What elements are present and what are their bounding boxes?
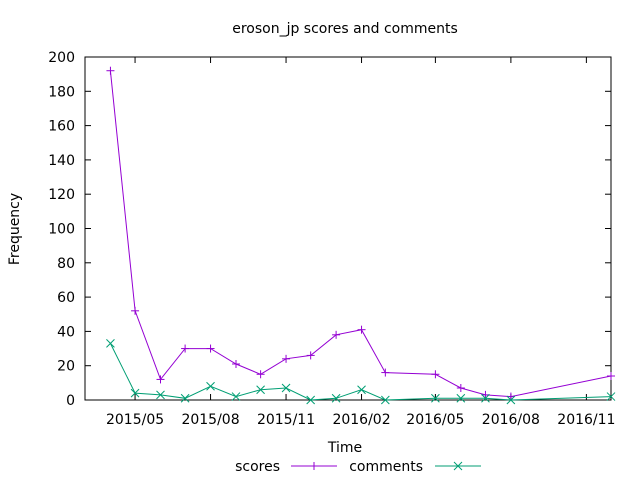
data-point-comments <box>331 393 341 403</box>
data-point-comments <box>206 381 215 391</box>
x-tick-label: 2016/11 <box>557 412 615 428</box>
data-point-scores <box>306 351 315 360</box>
data-point-scores <box>256 370 265 379</box>
data-point-comments <box>180 393 190 403</box>
x-tick-label: 2015/05 <box>106 412 164 428</box>
data-point-scores <box>481 390 490 399</box>
data-point-scores <box>332 330 341 339</box>
x-axis-ticks: 2015/05 2015/08 2015/11 2016/02 2016/05 2016/… <box>106 57 615 428</box>
data-point-scores <box>357 325 366 334</box>
y-tick-label: 0 <box>66 393 75 409</box>
data-point-comments <box>156 390 165 400</box>
data-point-scores <box>106 66 115 75</box>
x-tick-label: 2015/11 <box>257 412 315 428</box>
legend: scores comments <box>235 459 481 475</box>
data-point-comments <box>380 395 390 405</box>
data-point-scores <box>156 375 165 384</box>
y-tick-label: 180 <box>48 84 75 100</box>
legend-item-comments: comments <box>349 459 481 475</box>
y-tick-label: 60 <box>57 290 75 306</box>
x-axis-label: Time <box>327 440 362 456</box>
y-tick-label: 120 <box>48 187 75 203</box>
y-axis-ticks: 0 20 40 60 80 100 120 140 160 180 200 <box>48 50 611 409</box>
data-point-scores <box>181 344 190 353</box>
series-layer <box>106 66 616 405</box>
data-point-comments <box>481 393 490 403</box>
data-point-scores <box>231 359 240 368</box>
data-point-comments <box>306 395 316 405</box>
x-tick-label: 2016/08 <box>482 412 540 428</box>
data-point-comments <box>231 392 241 401</box>
data-point-scores <box>506 392 515 401</box>
data-point-comments <box>431 393 440 403</box>
chart-title: eroson_jp scores and comments <box>232 21 458 37</box>
y-tick-label: 20 <box>57 359 75 375</box>
data-point-scores <box>131 306 140 315</box>
data-point-scores <box>282 354 291 363</box>
y-tick-label: 160 <box>48 119 75 135</box>
legend-label: comments <box>349 459 423 475</box>
data-point-comments <box>456 393 466 403</box>
data-point-comments <box>281 383 291 393</box>
series-comments <box>106 339 616 405</box>
data-point-comments <box>506 395 516 405</box>
legend-marker <box>453 461 463 471</box>
x-tick-label: 2016/05 <box>406 412 464 428</box>
y-tick-label: 100 <box>48 222 75 238</box>
data-point-comments <box>106 339 115 348</box>
plot-frame <box>84 56 612 401</box>
data-point-scores <box>381 368 390 377</box>
data-point-comments <box>130 388 140 398</box>
y-tick-label: 80 <box>57 256 75 272</box>
data-point-scores <box>206 344 215 353</box>
x-tick-label: 2015/08 <box>181 412 239 428</box>
data-point-comments <box>606 392 616 401</box>
data-point-scores <box>456 383 465 392</box>
legend-marker <box>310 462 318 470</box>
y-axis-label: Frequency <box>7 193 23 265</box>
x-tick-label: 2016/02 <box>332 412 390 428</box>
data-point-scores <box>431 370 440 379</box>
legend-label: scores <box>235 459 280 475</box>
series-scores <box>106 66 615 401</box>
data-point-comments <box>357 385 366 395</box>
y-tick-label: 200 <box>48 50 75 66</box>
legend-item-scores: scores <box>235 459 337 475</box>
y-tick-label: 140 <box>48 153 75 169</box>
data-point-comments <box>256 385 265 395</box>
data-point-scores <box>607 371 615 380</box>
y-tick-label: 40 <box>57 324 75 340</box>
